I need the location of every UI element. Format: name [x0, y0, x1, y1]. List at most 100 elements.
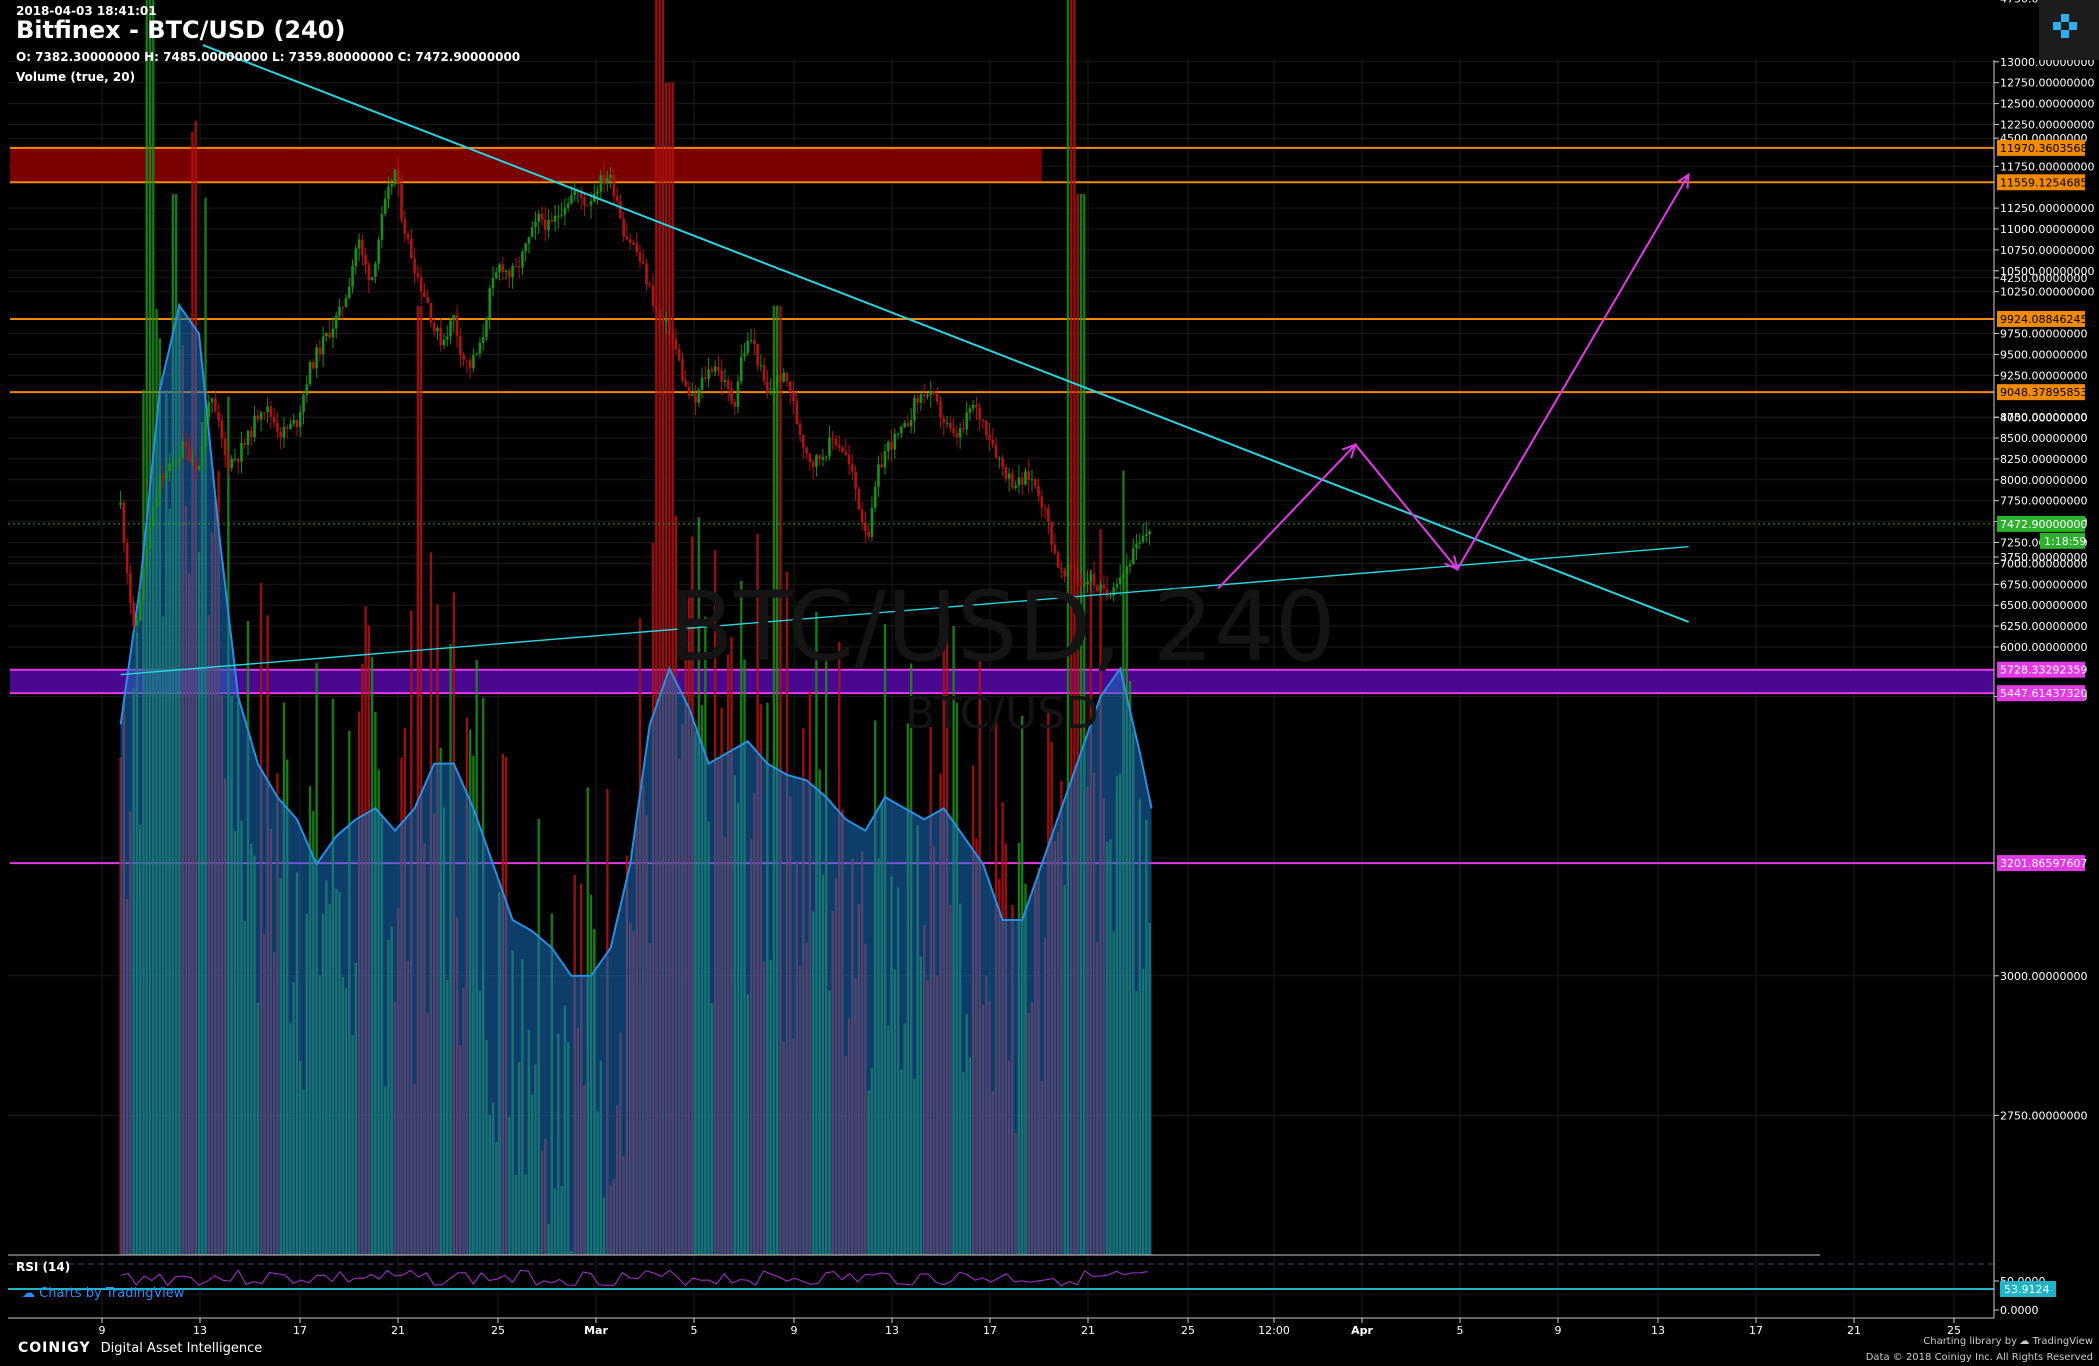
- candle-body: [1066, 564, 1070, 577]
- volume-bar: [655, 0, 658, 1256]
- candle-body: [426, 296, 429, 303]
- candle-body: [468, 360, 472, 369]
- candle-body: [674, 339, 678, 350]
- candle-body: [181, 441, 184, 458]
- charts-by-tradingview-link[interactable]: ☁ Charts by TradingView: [22, 1286, 184, 1301]
- candle-body: [720, 370, 723, 382]
- candle-body: [217, 411, 220, 421]
- candle-body: [628, 239, 632, 243]
- candle-body: [351, 266, 354, 287]
- candle-body: [1148, 531, 1151, 535]
- tradingview-credit[interactable]: ☁ TradingView: [2019, 1336, 2093, 1347]
- candle-body: [380, 213, 384, 240]
- candle-body: [370, 276, 374, 281]
- axis-label: 6500.00000000: [2000, 599, 2087, 612]
- time-axis-label: 25: [1947, 1324, 1961, 1337]
- axis-label: 6750.00000000: [2000, 578, 2087, 591]
- candle-body: [841, 447, 844, 452]
- candle-body: [1069, 564, 1073, 568]
- brand-tagline: Digital Asset Intelligence: [100, 1341, 263, 1356]
- candle-body: [406, 233, 410, 240]
- axis-label: 3000.00000000: [2000, 970, 2087, 983]
- candle-body: [978, 407, 982, 420]
- coinigy-corner-logo[interactable]: [2039, 0, 2099, 60]
- candle-body: [847, 454, 851, 465]
- candle-body: [478, 342, 482, 354]
- candle-body: [325, 332, 328, 337]
- axis-label: 7000.00000000: [2000, 557, 2087, 570]
- coinigy-logo-icon: [2053, 14, 2077, 38]
- candle-body: [726, 380, 730, 389]
- candle-body: [609, 174, 612, 178]
- candle-body: [517, 266, 521, 268]
- candle-body: [295, 420, 299, 428]
- candle-body: [949, 422, 952, 429]
- candle-body: [677, 349, 681, 361]
- candle-body: [119, 502, 122, 505]
- candle-body: [638, 252, 642, 262]
- axis-label: 8000.00000000: [2000, 474, 2087, 487]
- candle-body: [204, 417, 207, 447]
- candle-body: [1102, 584, 1106, 589]
- candle-body: [557, 215, 560, 217]
- axis-label: 2750.00000000: [2000, 1109, 2087, 1122]
- timestamp: 2018-04-03 18:41:01: [16, 4, 157, 18]
- time-axis-label: Mar: [584, 1324, 608, 1337]
- level-tag-bg: [1997, 310, 2085, 327]
- candle-body: [655, 305, 658, 310]
- candle-body: [929, 390, 933, 395]
- volume-bar: [671, 82, 674, 1256]
- candle-body: [596, 191, 599, 194]
- candle-body: [560, 214, 563, 216]
- candle-body: [125, 542, 129, 574]
- candle-body: [579, 190, 583, 198]
- price-zones: [10, 146, 1994, 865]
- candle-body: [462, 355, 465, 360]
- candle-body: [498, 264, 501, 273]
- candle-body: [798, 424, 802, 435]
- time-axis-label: 25: [491, 1324, 505, 1337]
- candle-body: [1060, 567, 1063, 570]
- candle-body: [808, 453, 812, 463]
- candle-body: [279, 431, 282, 438]
- candle-body: [753, 340, 756, 344]
- candle-body: [828, 437, 831, 457]
- volume-bar: [419, 305, 423, 1256]
- coinigy-brand[interactable]: COINIGY Digital Asset Intelligence: [18, 1340, 262, 1356]
- candle-body: [289, 423, 292, 429]
- volume-bar: [1070, 0, 1073, 1256]
- candle-body: [230, 458, 233, 468]
- candle-body: [240, 442, 243, 462]
- ohlc-readout: O: 7382.30000000 H: 7485.00000000 L: 735…: [16, 50, 521, 64]
- volume-ma-area: [120, 305, 1152, 1255]
- candle-body: [880, 464, 884, 468]
- candle-body: [1122, 574, 1125, 578]
- candle-body: [1131, 548, 1135, 565]
- candle-body: [423, 291, 426, 297]
- candle-body: [988, 435, 991, 441]
- level-tag: 9048.37895853: [2000, 386, 2087, 399]
- candle-body: [824, 456, 828, 458]
- rsi-indicator-label[interactable]: RSI (14): [16, 1260, 71, 1274]
- candle-body: [165, 471, 168, 479]
- trendline-ascending: [120, 545, 1689, 676]
- candle-body: [818, 455, 821, 460]
- candle-body: [991, 440, 995, 445]
- candle-body: [174, 462, 178, 464]
- candle-body: [1096, 585, 1099, 592]
- candle-body: [671, 334, 674, 340]
- time-axis-label: 17: [293, 1324, 307, 1337]
- candle-body: [171, 462, 175, 464]
- candle-body: [508, 270, 511, 278]
- candle-body: [651, 285, 655, 306]
- time-axis-label: 12:00: [1258, 1324, 1290, 1337]
- volume-indicator-label[interactable]: Volume (true, 20): [16, 70, 136, 84]
- volume-bar: [1073, 0, 1076, 1256]
- candle-body: [151, 507, 155, 527]
- candle-body: [834, 439, 838, 446]
- candle-body: [1089, 574, 1093, 582]
- candle-body: [896, 433, 900, 435]
- candle-body: [491, 278, 495, 289]
- candle-body: [331, 328, 335, 338]
